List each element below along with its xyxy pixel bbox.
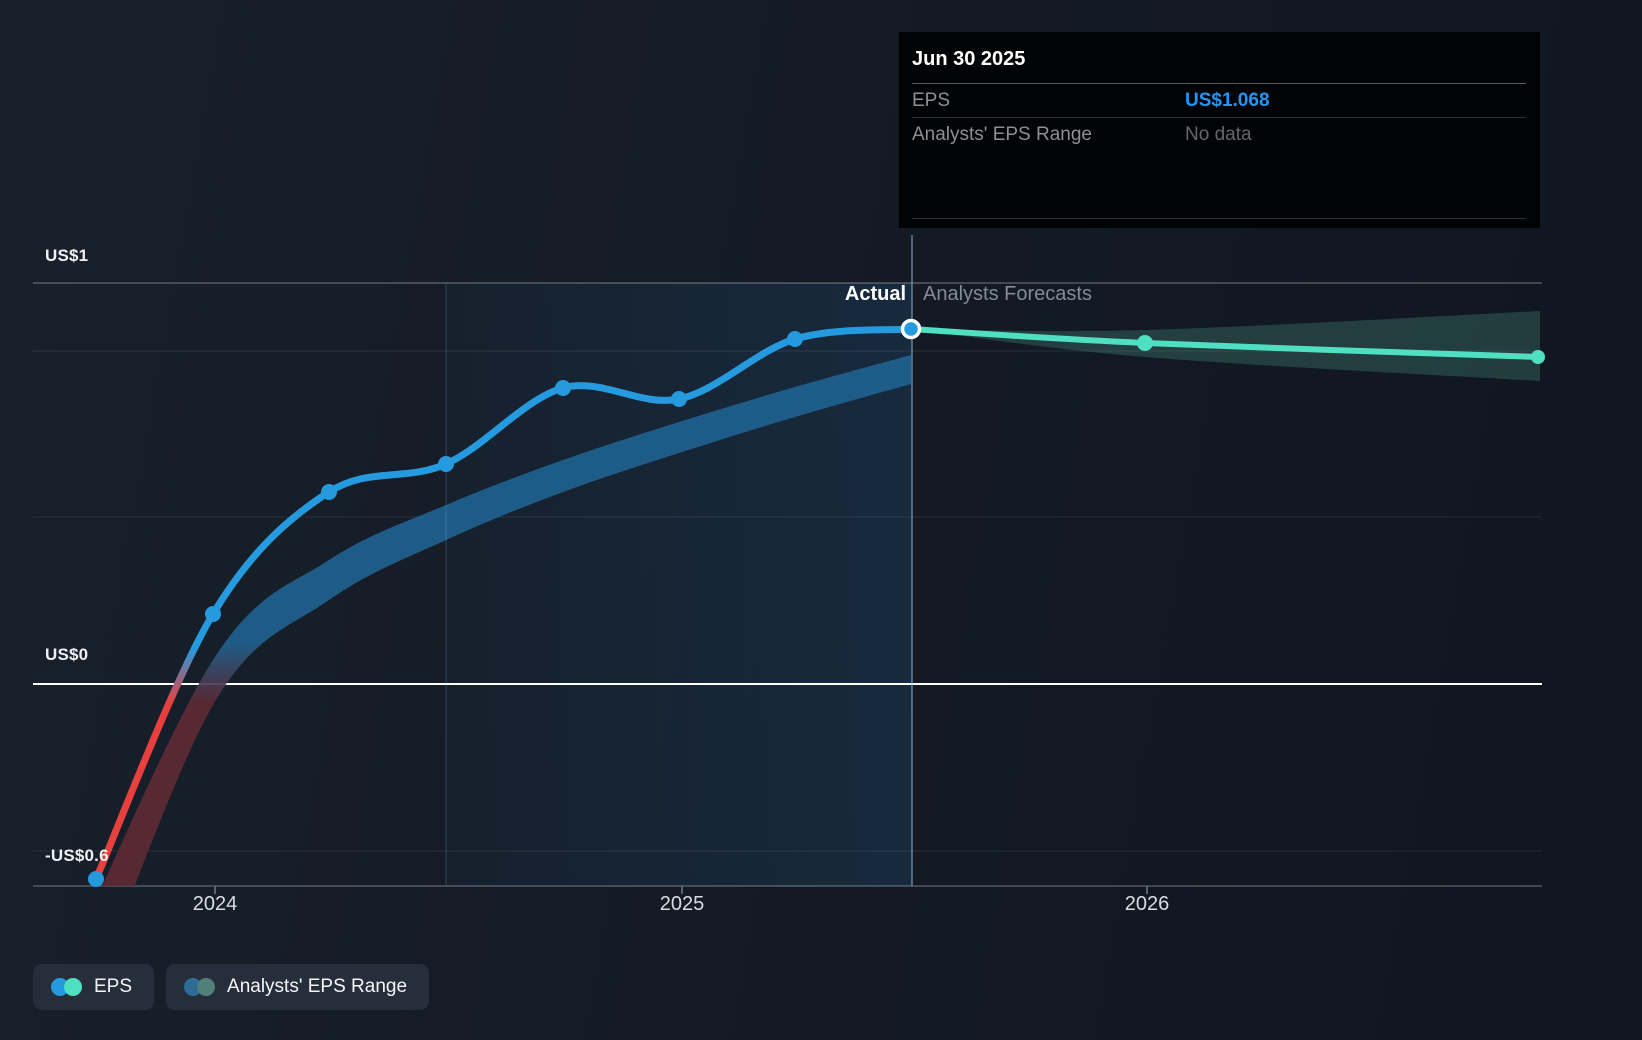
actual-data-point[interactable] <box>205 606 221 622</box>
actual-data-point[interactable] <box>438 456 454 472</box>
forecast-phase-label: Analysts Forecasts <box>923 283 1092 305</box>
y-label-us1: US$1 <box>45 246 89 265</box>
legend-eps-label: EPS <box>94 976 133 997</box>
actual-data-point[interactable] <box>787 331 803 347</box>
legend-eps-range-button[interactable]: Analysts' EPS Range <box>166 964 430 1010</box>
legend: EPS Analysts' EPS Range <box>33 964 430 1010</box>
y-label-us0: US$0 <box>45 645 89 664</box>
selected-data-point[interactable] <box>900 318 922 340</box>
gridlines <box>33 282 1542 887</box>
tooltip-date: Jun 30 2025 <box>912 46 1526 84</box>
legend-eps-range-label: Analysts' EPS Range <box>227 976 408 997</box>
actual-highlight-region <box>446 283 912 886</box>
forecast-data-point[interactable] <box>1137 335 1153 351</box>
tooltip-eps-label: EPS <box>912 89 951 111</box>
eps-range-legend-dot-icon <box>184 978 216 996</box>
y-label-minus-us0_6: -US$0.6 <box>45 846 109 865</box>
x-label-2025: 2025 <box>659 893 705 915</box>
forecast-end-point[interactable] <box>1531 350 1545 364</box>
eps-legend-dot-icon <box>51 978 82 996</box>
x-label-2024: 2024 <box>192 893 238 915</box>
tooltip-range-label: Analysts' EPS Range <box>912 123 1092 145</box>
x-label-2026: 2026 <box>1124 893 1170 915</box>
actual-data-point[interactable] <box>321 484 337 500</box>
chart-tooltip: Jun 30 2025 EPS US$1.068 Analysts' EPS R… <box>899 32 1540 228</box>
actual-eps-line[interactable] <box>92 325 915 883</box>
x-axis-ticks <box>214 886 1148 894</box>
legend-eps-button[interactable]: EPS <box>33 964 155 1010</box>
tooltip-eps-value: US$1.068 <box>1185 89 1270 111</box>
forecast-eps-line[interactable] <box>908 326 1542 360</box>
actual-data-point[interactable] <box>88 871 104 887</box>
past-range-band <box>102 355 911 886</box>
actual-data-point[interactable] <box>671 391 687 407</box>
actual-data-point[interactable] <box>555 380 571 396</box>
tooltip-range-value: No data <box>1185 123 1252 145</box>
tooltip-bottom-rule <box>912 218 1526 219</box>
data-point-dots[interactable] <box>88 318 1545 888</box>
actual-phase-label: Actual <box>844 283 906 305</box>
